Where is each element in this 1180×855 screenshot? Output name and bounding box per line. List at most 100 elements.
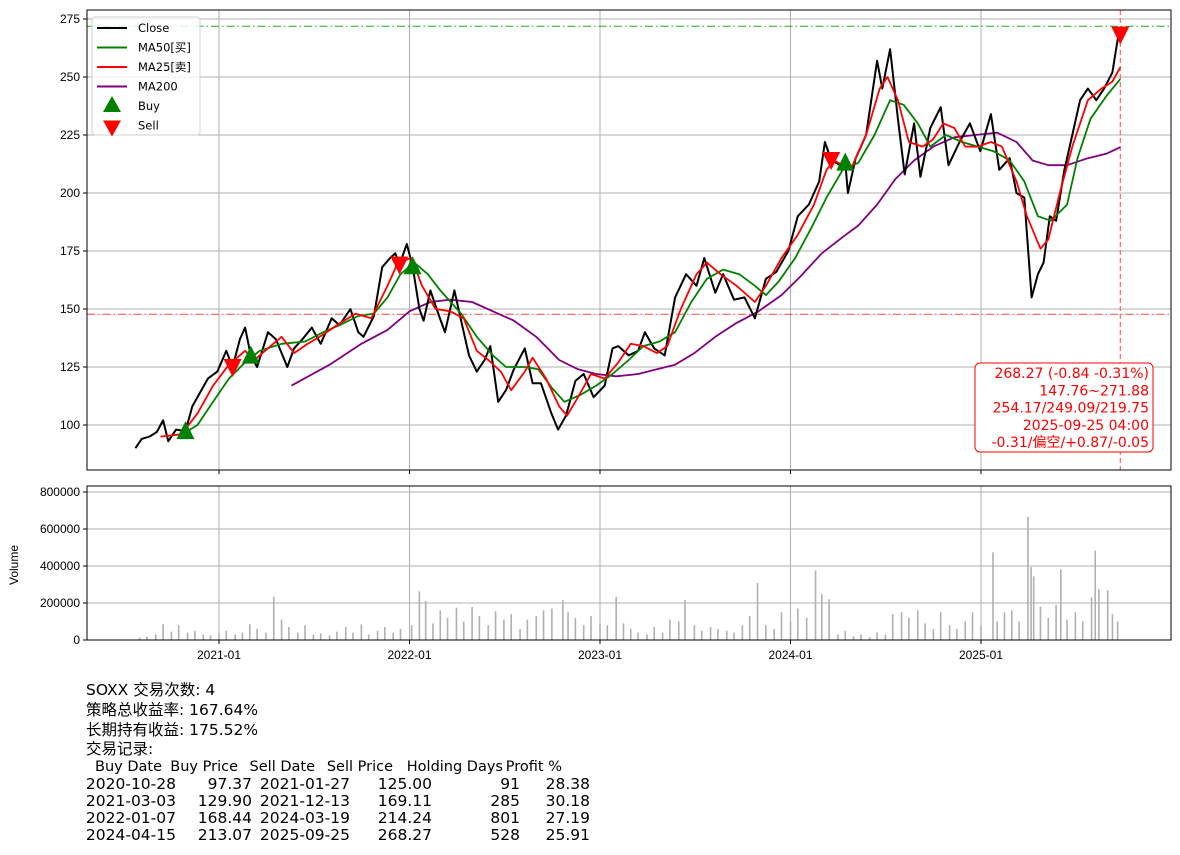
volume-bar	[162, 624, 164, 640]
volume-bar	[574, 617, 577, 640]
volume-bar	[844, 630, 847, 640]
legend-label: Close	[138, 21, 169, 35]
annotation-line: 147.76~271.88	[1039, 383, 1149, 399]
table-cell: 2021-03-03	[85, 792, 176, 810]
volume-bar	[756, 583, 759, 640]
volume-bar	[272, 596, 275, 640]
volume-bar	[202, 634, 205, 640]
volume-bar	[186, 632, 189, 640]
table-cell: 91	[500, 775, 520, 793]
volume-bar	[138, 637, 141, 640]
volume-bar	[1094, 550, 1097, 640]
volume-bar	[432, 623, 434, 640]
volume-bar	[510, 614, 513, 640]
buy-marker	[241, 345, 260, 364]
volume-bar	[1010, 610, 1013, 640]
sell-marker	[822, 151, 841, 170]
volume-bar	[900, 612, 903, 640]
volume-bar	[562, 600, 564, 640]
annotation-line: -0.31/偏空/+0.87/-0.05	[992, 435, 1150, 451]
volume-bar	[234, 634, 236, 640]
xtick-label: 2023-01	[578, 648, 622, 662]
strategy-return: 策略总收益率: 167.64%	[86, 701, 259, 719]
annotation-line: 254.17/249.09/219.75	[993, 401, 1149, 417]
volume-bar	[582, 625, 585, 640]
volume-bar	[519, 628, 521, 640]
table-cell: 125.00	[377, 775, 432, 793]
volume-bar	[908, 617, 910, 640]
volume-bar	[939, 612, 942, 640]
annotation-frame	[974, 362, 1154, 453]
table-cell: 2024-03-19	[259, 809, 350, 827]
legend-label: MA50[买]	[138, 41, 191, 55]
volume-bar	[709, 627, 712, 640]
series-line-ma25	[160, 66, 1122, 438]
volume-bar	[996, 621, 998, 640]
table-cell: 27.19	[545, 809, 590, 827]
volume-bar	[1111, 614, 1114, 640]
volume-bar	[170, 631, 173, 640]
volume-bar	[399, 628, 402, 640]
volume-bar	[1116, 621, 1119, 640]
volume-bar	[599, 623, 601, 640]
table-cell: 268.27	[377, 826, 432, 844]
volume-bar	[1032, 576, 1035, 640]
volume-bar	[661, 632, 664, 640]
price-ytick-label: 150	[60, 302, 80, 316]
volume-bar	[814, 570, 817, 640]
volume-gridlines	[87, 486, 1171, 641]
volume-bar	[384, 627, 386, 640]
price-axes-frame	[86, 9, 1172, 471]
volume-bar	[615, 596, 617, 640]
table-cell: 2020-10-28	[85, 775, 176, 793]
volume-bar	[280, 619, 283, 640]
table-header-cell: Buy Price	[170, 759, 238, 775]
table-cell: 214.24	[377, 809, 432, 827]
volume-bar	[773, 628, 776, 640]
xtick-label: 2022-01	[387, 648, 431, 662]
volume-ytick-label: 800000	[40, 485, 80, 499]
volume-axes-frame	[86, 485, 1172, 641]
volume-bar	[932, 628, 935, 640]
volume-bar	[916, 610, 919, 640]
volume-bar	[296, 632, 299, 640]
volume-bar	[471, 607, 473, 640]
price-series	[134, 31, 1122, 449]
volume-bar	[828, 599, 830, 640]
volume-bar	[653, 627, 656, 640]
price-ytick-label: 125	[60, 360, 80, 374]
volume-bar	[677, 621, 680, 640]
volume-bar	[439, 610, 442, 640]
volume-bar	[1074, 612, 1077, 640]
table-cell: 801	[490, 809, 520, 827]
volume-bar	[725, 630, 728, 640]
table-header-cell: Holding Days	[406, 759, 503, 775]
volume-bar	[797, 608, 799, 640]
volume-axis-label: Volume	[7, 545, 21, 585]
volume-bar	[177, 625, 180, 640]
volume-bar	[209, 635, 212, 640]
volume-bar	[964, 621, 967, 640]
legend-label: MA25[卖]	[138, 60, 191, 74]
table-cell: 97.37	[207, 775, 252, 793]
table-cell: 2022-01-07	[85, 809, 176, 827]
volume-bar	[154, 634, 157, 640]
annotation-line: 2025-09-25 04:00	[1023, 418, 1149, 434]
xtick-label: 2021-01	[197, 648, 241, 662]
volume-ytick-label: 400000	[40, 559, 80, 573]
volume-bar	[1090, 597, 1093, 640]
volume-bar	[852, 636, 855, 640]
volume-bar	[868, 637, 871, 640]
volume-bar	[717, 628, 719, 640]
price-ytick-label: 200	[60, 186, 80, 200]
volume-bar	[646, 634, 648, 640]
trade-count: SOXX 交易次数: 4	[86, 681, 216, 699]
volume-bar	[462, 621, 465, 640]
volume-bar	[805, 617, 808, 640]
table-cell: 169.11	[377, 792, 432, 810]
volume-bars	[138, 516, 1119, 640]
axis-ticks: 100 125 150 175 200 225 250 275 0 200000 400000 600…	[40, 12, 1003, 662]
volume-bar	[590, 615, 592, 640]
volume-bar	[1003, 612, 1006, 640]
